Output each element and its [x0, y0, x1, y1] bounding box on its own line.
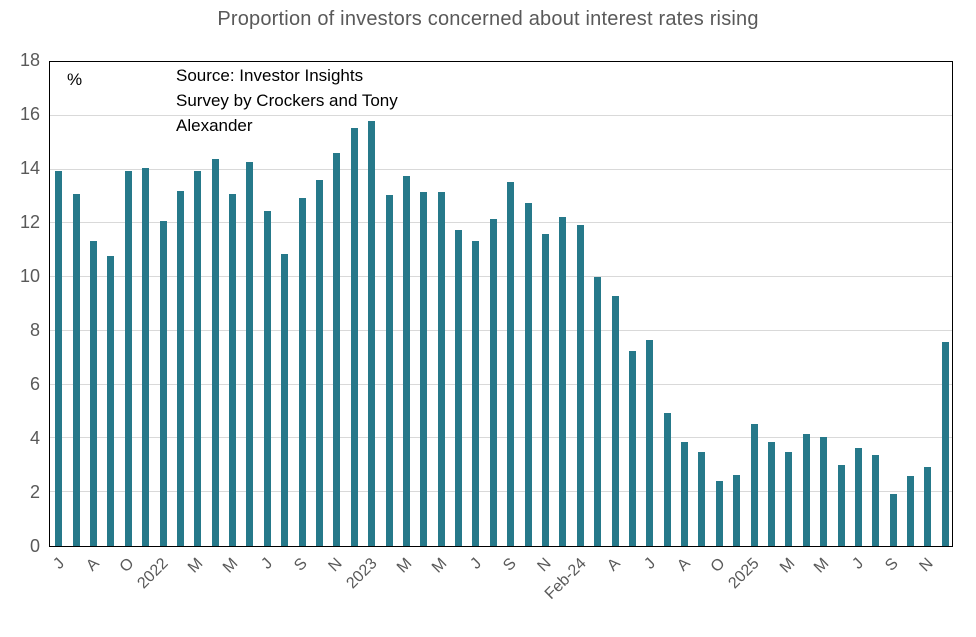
gridline-6 [50, 383, 952, 385]
bar [89, 240, 97, 546]
bar [229, 193, 237, 546]
y-tick-label: 18 [19, 50, 40, 70]
bar [368, 121, 376, 546]
bar [263, 211, 271, 546]
bar [767, 442, 775, 546]
bar [159, 220, 167, 546]
y-tick-label: 10 [19, 266, 40, 286]
bar [889, 493, 897, 546]
bar [246, 161, 254, 546]
bar [559, 216, 567, 546]
y-tick-label: 0 [29, 536, 40, 556]
bar [385, 195, 393, 546]
bar [420, 192, 428, 546]
chart-title: Proportion of investors concerned about … [217, 8, 759, 30]
bar [107, 255, 115, 546]
bar [785, 451, 793, 546]
bar [594, 277, 602, 546]
bar [681, 442, 689, 546]
bar [907, 476, 915, 546]
bar [507, 181, 515, 546]
y-tick-label: 8 [29, 320, 40, 340]
bar [350, 127, 358, 546]
bar [802, 434, 810, 546]
bar [541, 234, 549, 546]
bar [941, 341, 949, 546]
bar [437, 192, 445, 546]
bar [315, 180, 323, 546]
gridline-12 [50, 222, 952, 224]
plot-area: % Source: Investor Insights Survey by Cr… [49, 61, 953, 547]
bar [524, 203, 532, 546]
bar [698, 451, 706, 546]
bar [55, 170, 63, 546]
bar [124, 170, 132, 546]
bar [854, 447, 862, 546]
bar [455, 230, 463, 546]
bar [820, 437, 828, 546]
bar [733, 474, 741, 546]
gridline-2 [50, 491, 952, 493]
bar [402, 176, 410, 546]
bar [211, 158, 219, 546]
y-tick-label: 2 [29, 482, 40, 502]
bar [489, 219, 497, 546]
bar [142, 168, 150, 546]
bar [298, 197, 306, 546]
y-tick-label: 16 [19, 104, 40, 124]
gridline-10 [50, 276, 952, 278]
gridline-14 [50, 168, 952, 170]
bar [837, 465, 845, 546]
bar [576, 224, 584, 546]
y-tick-label: 14 [19, 158, 40, 178]
y-tick-label: 4 [29, 428, 40, 448]
bar [872, 454, 880, 546]
bar [176, 191, 184, 546]
y-tick-label: 6 [29, 374, 40, 394]
bar [663, 412, 671, 546]
bar [924, 466, 932, 546]
bar [72, 193, 80, 546]
bar [611, 295, 619, 546]
source-annotation: Source: Investor Insights Survey by Croc… [176, 66, 398, 135]
bar [194, 170, 202, 546]
bar [333, 153, 341, 546]
bar [281, 254, 289, 546]
bar [628, 351, 636, 546]
y-axis-unit-label: % [67, 70, 83, 89]
bar [472, 240, 480, 546]
gridline-4 [50, 437, 952, 439]
bar [715, 481, 723, 546]
bar [646, 340, 654, 546]
bar [750, 423, 758, 546]
gridline-8 [50, 329, 952, 331]
y-tick-label: 12 [19, 212, 40, 232]
gridline-16 [50, 114, 952, 116]
